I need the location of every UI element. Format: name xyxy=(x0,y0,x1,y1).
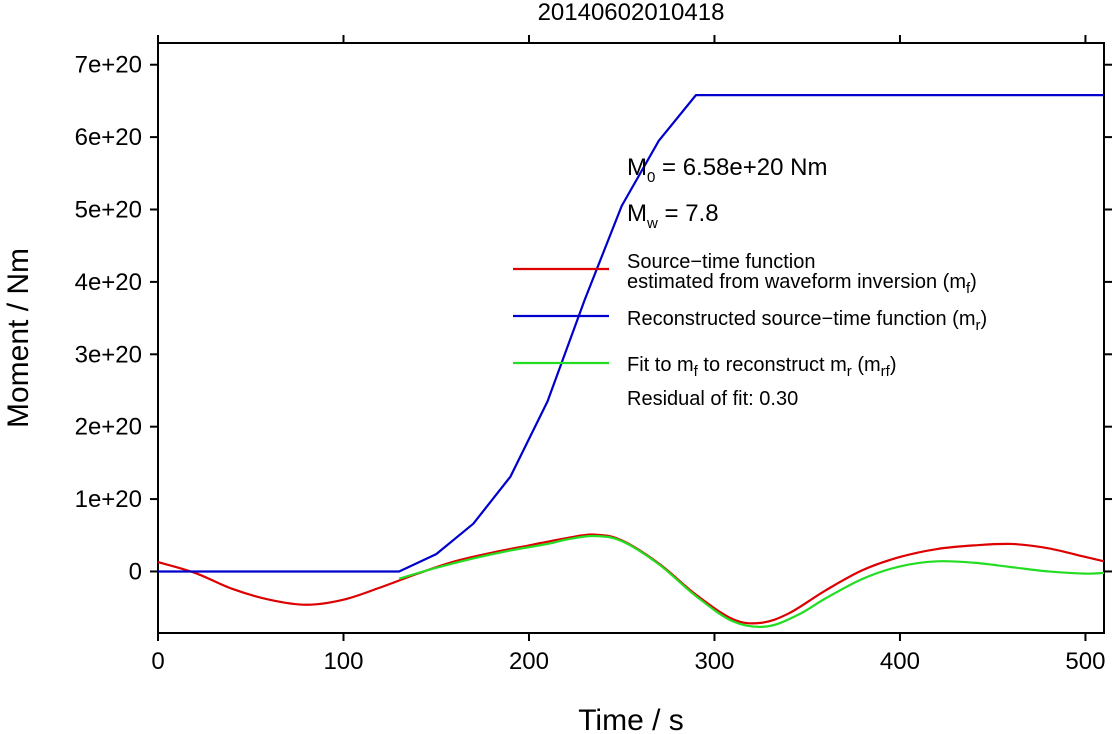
legend-fit-a-sub: f xyxy=(694,363,699,380)
series-reconstructed-line xyxy=(158,94,1104,573)
x-tick-label: 500 xyxy=(1065,648,1105,675)
legend: Source−time function estimated from wave… xyxy=(513,251,987,410)
x-axis-label: Time / s xyxy=(578,704,684,734)
mw-annotation: Mw = 7.8 xyxy=(627,200,719,232)
y-tick-label: 2e+20 xyxy=(75,414,142,441)
ticks-layer: 0 100 200 300 400 500 0 1e+20 2e+20 3e+20 4e+20 5e+… xyxy=(75,35,1112,675)
x-tick-label: 100 xyxy=(323,648,363,675)
y-tick-label: 1e+20 xyxy=(75,486,142,513)
x-tick-label: 400 xyxy=(880,648,920,675)
y-tick-label: 7e+20 xyxy=(75,52,142,79)
legend-reconstructed-sub: r xyxy=(976,317,981,334)
y-tick-label: 3e+20 xyxy=(75,341,142,368)
m0-subscript: 0 xyxy=(647,169,655,186)
legend-fit-d: ) xyxy=(890,354,897,376)
series-fit-line xyxy=(398,534,1105,628)
m0-value: = 6.58e+20 Nm xyxy=(655,154,827,181)
legend-fit-c: (m xyxy=(852,354,881,376)
legend-label-reconstructed: Reconstructed source−time function (mr) xyxy=(627,308,987,334)
y-axis-label: Moment / Nm xyxy=(2,248,35,428)
mw-value: = 7.8 xyxy=(658,200,719,227)
y-tick-label: 6e+20 xyxy=(75,124,142,151)
legend-source-time-post: ) xyxy=(970,271,977,293)
y-tick-label: 0 xyxy=(129,558,142,585)
chart-title: 20140602010418 xyxy=(538,0,725,26)
legend-fit-b-sub: r xyxy=(847,363,852,380)
series-layer xyxy=(157,94,1105,628)
legend-reconstructed-post: ) xyxy=(981,308,988,330)
series-source-time-line xyxy=(157,533,1105,625)
x-tick-label: 300 xyxy=(694,648,734,675)
x-tick-label: 200 xyxy=(509,648,549,675)
plot-frame xyxy=(157,42,1105,634)
x-tick-label: 0 xyxy=(151,648,164,675)
legend-fit-a: Fit to m xyxy=(627,354,694,376)
mw-symbol: M xyxy=(627,200,647,227)
mw-subscript: w xyxy=(646,215,658,232)
residual-annotation: Residual of fit: 0.30 xyxy=(627,388,798,410)
legend-label-source-time-line1: Source−time function xyxy=(627,251,815,273)
legend-fit-b: to reconstruct m xyxy=(698,354,847,376)
legend-source-time-pre: estimated from waveform inversion (m xyxy=(627,271,966,293)
legend-source-time-sub: f xyxy=(966,280,971,297)
y-tick-label: 4e+20 xyxy=(75,269,142,296)
m0-annotation: M0 = 6.58e+20 Nm xyxy=(627,154,827,186)
m0-symbol: M xyxy=(627,154,647,181)
legend-reconstructed-pre: Reconstructed source−time function (m xyxy=(627,308,976,330)
legend-label-fit: Fit to mf to reconstruct mr (mrf) xyxy=(627,354,897,380)
y-tick-label: 5e+20 xyxy=(75,197,142,224)
legend-label-source-time-line2: estimated from waveform inversion (mf) xyxy=(627,271,977,297)
legend-fit-c-sub: rf xyxy=(881,363,891,380)
